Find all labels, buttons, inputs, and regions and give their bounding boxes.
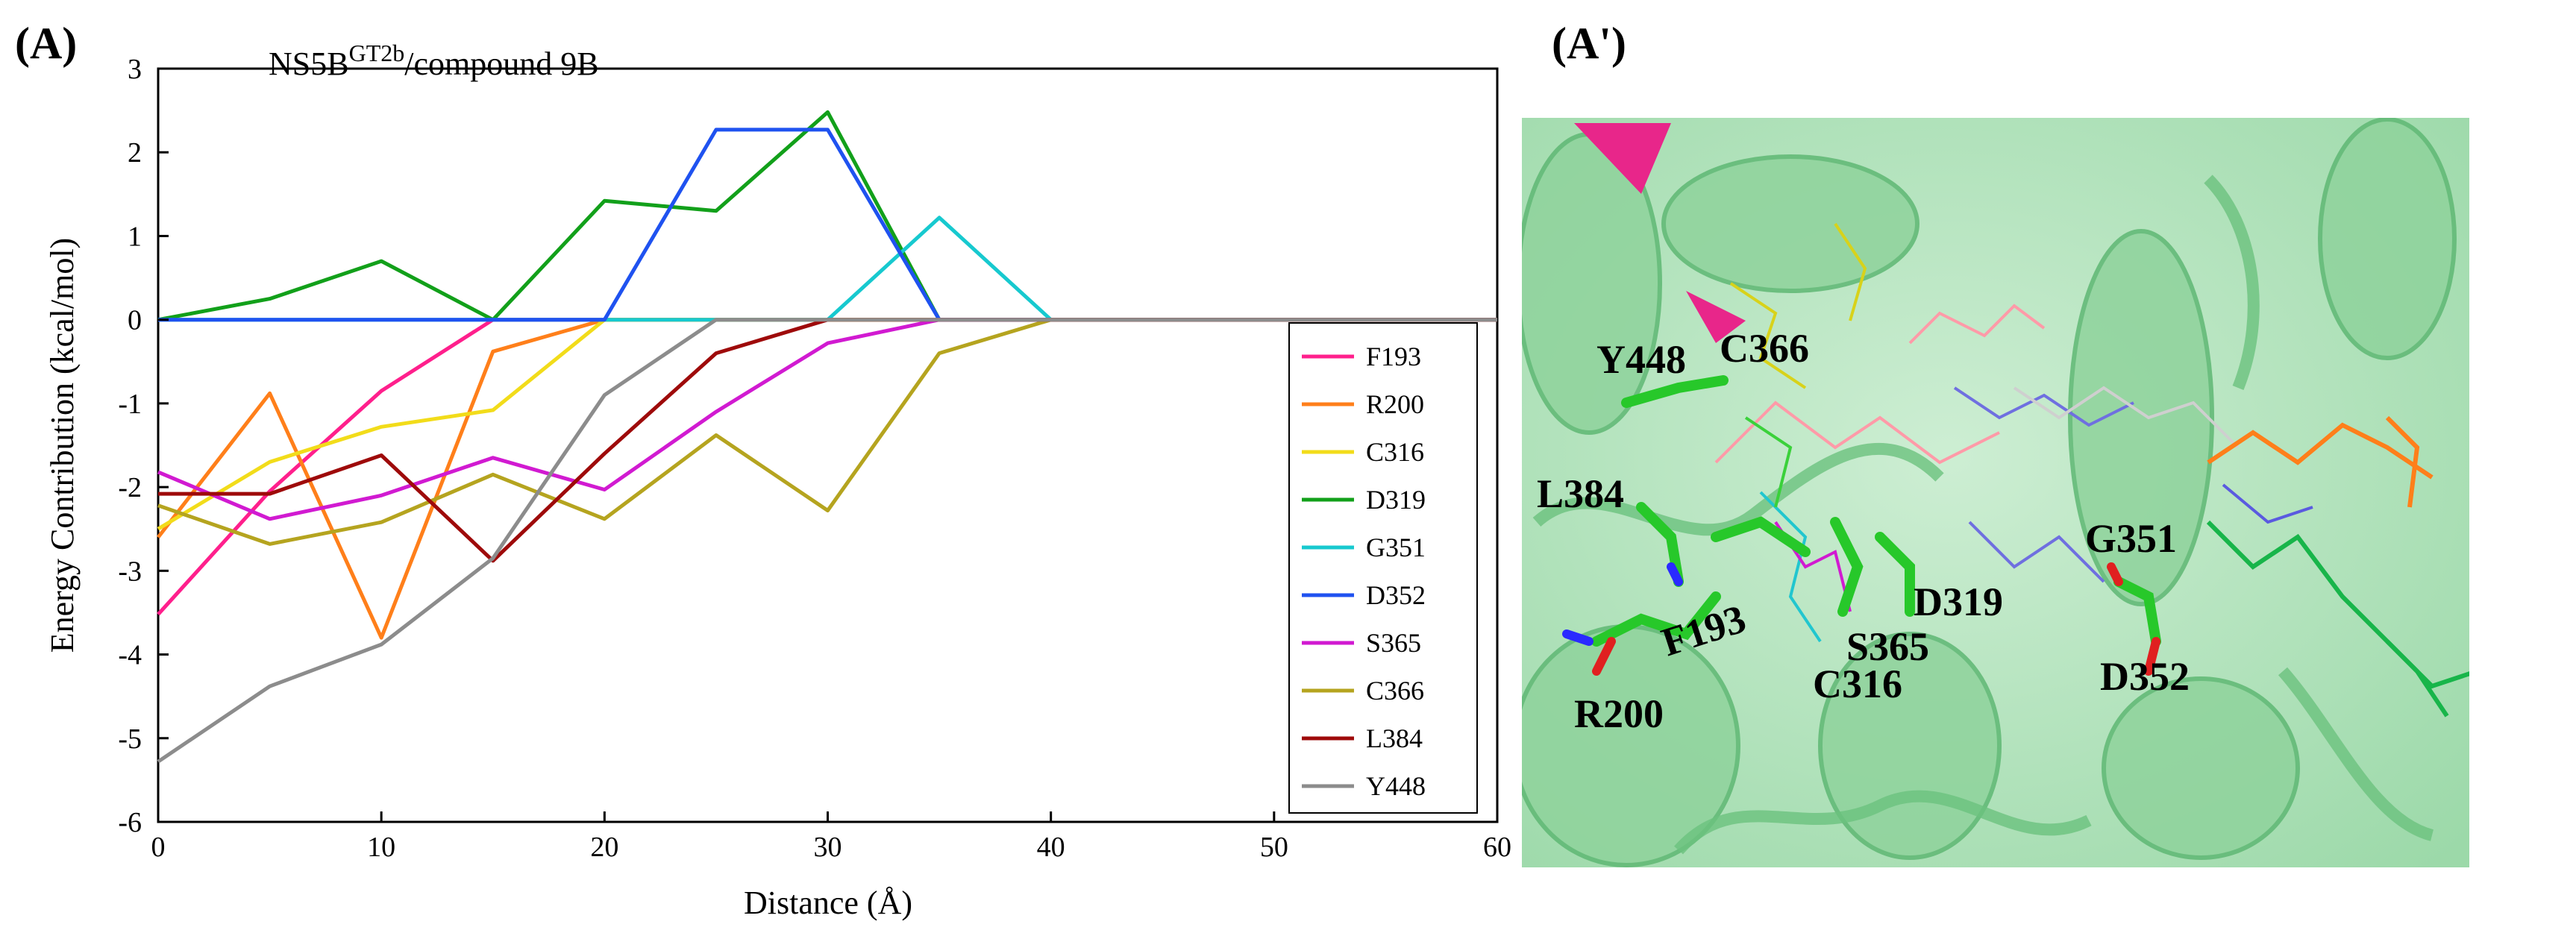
label-y448: Y448 [1596,337,1686,382]
d319-sticks [1875,532,1915,617]
series-line-c366 [157,318,1497,546]
ligand-pose [1744,416,1793,508]
helix [2102,676,2300,860]
y-tick-label: -4 [118,640,142,671]
x-axis-title: Distance (Å) [744,885,912,921]
x-tick-label: 60 [1483,832,1511,863]
y-tick-label: 2 [128,137,142,169]
structure-image-panel: (A') [1522,19,2469,867]
legend-label-d352: D352 [1366,580,1426,610]
x-tick-label: 40 [1037,832,1065,863]
nitrogen [1667,562,1683,586]
label-r200: R200 [1574,691,1664,736]
ligand-poses [1714,222,2469,717]
y-tick-label: 1 [128,221,142,252]
ligand-pose [2385,415,2420,508]
oxygen [2107,562,2123,586]
legend-label-g351: G351 [1366,533,1426,562]
nitrogen-atoms [1562,562,1683,646]
ligand-pose [2222,483,2313,524]
legend-label-r200: R200 [1366,389,1424,419]
chart-title-suffix: /compound 9B [404,45,598,82]
pink-strand [1574,123,1671,194]
label-l384: L384 [1537,471,1624,516]
series-line-d319 [157,110,1497,322]
panel-a-label: (A) [15,19,77,68]
oxygen [1592,637,1616,676]
y-tick-label: 0 [128,305,142,336]
x-tick-label: 30 [814,832,842,863]
legend-label-l384: L384 [1366,723,1423,753]
y-tick-label: -1 [118,389,142,420]
helix [1661,154,1920,293]
ligand-pose [1834,222,1867,321]
chart-title: NS5BGT2b/compound 9B [269,40,599,82]
series-line-s365 [157,318,1497,521]
ligand-pose [1968,521,2105,583]
f193-sticks [1711,516,1811,557]
x-tick-label: 0 [151,832,166,863]
label-c316: C316 [1813,662,1902,706]
loop [1532,443,1944,536]
legend-label-f193: F193 [1366,342,1421,371]
oxygen [2144,637,2160,676]
pink-strand [1686,291,1746,343]
s365-sticks [1830,517,1864,617]
series-layer [157,110,1497,764]
nitrogen [1562,629,1593,646]
protein-loops [1532,175,2434,855]
y448-sticks [1621,375,1729,408]
chart-title-main: NS5B [269,45,349,82]
label-g351: G351 [2085,516,2177,561]
helix [2318,118,2457,360]
r200-sticks [1591,591,1721,647]
protein-render: Y448 C366 L384 F193 S365 D319 C316 R200 … [1522,118,2469,867]
residue-sticks [1591,375,2161,647]
label-d319: D319 [1914,579,2003,624]
panel-a-prime-label: (A') [1552,19,1626,68]
legend: F193 R200 C316 D319 G351 D352 S365 C366 L384 Y448 [1288,322,1478,814]
ligand-pose [1908,304,2046,345]
y-tick-label: -5 [118,723,142,755]
legend-label-s365: S365 [1366,628,1421,658]
ligand-pose [1729,282,1807,389]
label-d352: D352 [2100,654,2190,699]
label-c366: C366 [1720,326,1809,371]
y-tick-label: -6 [118,807,142,838]
oxygen-atoms [1592,562,2160,676]
energy-line-chart: (A) NS5BGT2b/compound 9B 0 10 20 30 40 50 6032… [15,19,1511,921]
legend-label-c316: C316 [1366,437,1424,467]
legend-label-c366: C366 [1366,676,1424,706]
ligand-pose [2206,520,2469,689]
g351-sticks [2113,577,2161,647]
loop [2204,175,2260,390]
legend-label-d319: D319 [1366,485,1426,515]
helix [2068,229,2214,606]
ligand-pose [2013,386,2240,449]
loop [1674,790,2092,855]
y-axis-title: Energy Contribution (kcal/mol) [44,238,81,653]
y-tick-label: -3 [118,556,142,587]
y-tick-label: 3 [128,54,142,85]
x-tick-label: 10 [367,832,395,863]
ligand-pose [1759,491,1822,643]
y-tick-label: -2 [118,472,142,503]
loop [2278,667,2434,841]
ligand-pose [2385,639,2449,717]
series-line-d352 [158,128,1497,322]
series-line-y448 [157,318,1497,764]
ligand-pose [2207,422,2434,480]
ligand-pose [1714,401,2000,465]
series-line-l384 [158,318,1497,563]
ligand-pose [1953,386,2134,427]
legend-label-y448: Y448 [1366,771,1426,801]
label-s365: S365 [1846,624,1929,669]
x-tick-label: 20 [590,832,618,863]
x-tick-label: 50 [1260,832,1288,863]
chart-title-superscript: GT2b [349,40,405,66]
